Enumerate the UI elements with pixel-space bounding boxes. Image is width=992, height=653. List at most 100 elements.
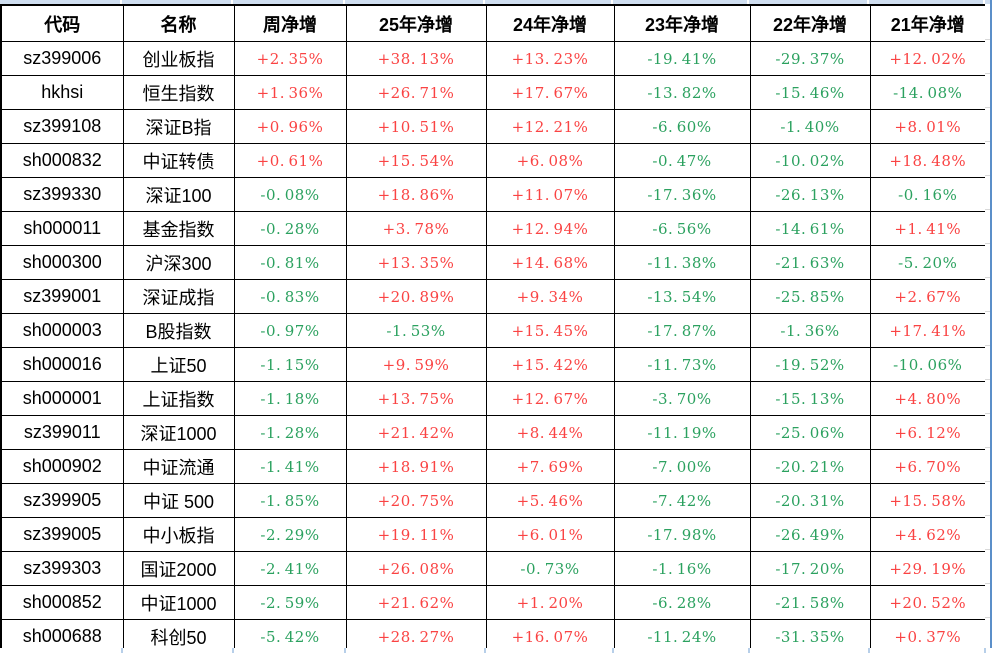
index-code-cell[interactable]: sh000688 <box>0 619 124 653</box>
change-2022-cell[interactable]: -14. 61% <box>749 211 871 246</box>
col-header-week[interactable]: 周净增 <box>233 4 347 42</box>
index-name-cell[interactable]: 中证流通 <box>122 449 235 484</box>
week-change-cell[interactable]: -1. 15% <box>233 347 347 382</box>
index-code-cell[interactable]: sh000902 <box>0 449 124 484</box>
index-code-cell[interactable]: hkhsi <box>0 75 124 110</box>
index-name-cell[interactable]: 恒生指数 <box>122 75 235 110</box>
week-change-cell[interactable]: +1. 36% <box>233 75 347 110</box>
index-name-cell[interactable]: 中证1000 <box>122 585 235 620</box>
change-2023-cell[interactable]: -17. 87% <box>613 313 751 348</box>
index-code-cell[interactable]: sz399011 <box>0 415 124 450</box>
change-2024-cell[interactable]: +11. 07% <box>485 177 615 212</box>
change-2021-cell[interactable]: +15. 58% <box>869 483 987 518</box>
change-2023-cell[interactable]: -13. 82% <box>613 75 751 110</box>
index-name-cell[interactable]: 基金指数 <box>122 211 235 246</box>
week-change-cell[interactable]: -1. 85% <box>233 483 347 518</box>
change-2025-cell[interactable]: +38. 13% <box>345 41 487 76</box>
change-2022-cell[interactable]: -20. 21% <box>749 449 871 484</box>
change-2022-cell[interactable]: -21. 63% <box>749 245 871 280</box>
change-2025-cell[interactable]: +20. 89% <box>345 279 487 314</box>
change-2025-cell[interactable]: +3. 78% <box>345 211 487 246</box>
change-2022-cell[interactable]: -19. 52% <box>749 347 871 382</box>
change-2023-cell[interactable]: -19. 41% <box>613 41 751 76</box>
change-2022-cell[interactable]: -17. 20% <box>749 551 871 586</box>
change-2023-cell[interactable]: -1. 16% <box>613 551 751 586</box>
change-2023-cell[interactable]: -6. 56% <box>613 211 751 246</box>
index-code-cell[interactable]: sz399330 <box>0 177 124 212</box>
change-2021-cell[interactable]: +6. 12% <box>869 415 987 450</box>
index-code-cell[interactable]: sz399905 <box>0 483 124 518</box>
index-name-cell[interactable]: 中小板指 <box>122 517 235 552</box>
index-name-cell[interactable]: 创业板指 <box>122 41 235 76</box>
col-header-2021[interactable]: 21年净增 <box>869 4 987 42</box>
change-2021-cell[interactable]: +12. 02% <box>869 41 987 76</box>
index-name-cell[interactable]: 科创50 <box>122 619 235 653</box>
change-2022-cell[interactable]: -1. 36% <box>749 313 871 348</box>
change-2025-cell[interactable]: +18. 91% <box>345 449 487 484</box>
index-name-cell[interactable]: B股指数 <box>122 313 235 348</box>
change-2025-cell[interactable]: +15. 54% <box>345 143 487 178</box>
change-2022-cell[interactable]: -31. 35% <box>749 619 871 653</box>
change-2022-cell[interactable]: -15. 13% <box>749 381 871 416</box>
change-2025-cell[interactable]: +19. 11% <box>345 517 487 552</box>
col-header-2025[interactable]: 25年净增 <box>345 4 487 42</box>
change-2022-cell[interactable]: -20. 31% <box>749 483 871 518</box>
week-change-cell[interactable]: +2. 35% <box>233 41 347 76</box>
change-2021-cell[interactable]: -14. 08% <box>869 75 987 110</box>
change-2024-cell[interactable]: +12. 67% <box>485 381 615 416</box>
index-code-cell[interactable]: sh000016 <box>0 347 124 382</box>
change-2024-cell[interactable]: +12. 94% <box>485 211 615 246</box>
change-2024-cell[interactable]: +13. 23% <box>485 41 615 76</box>
change-2025-cell[interactable]: +28. 27% <box>345 619 487 653</box>
change-2022-cell[interactable]: -26. 49% <box>749 517 871 552</box>
change-2023-cell[interactable]: -11. 19% <box>613 415 751 450</box>
week-change-cell[interactable]: -1. 28% <box>233 415 347 450</box>
index-code-cell[interactable]: sh000003 <box>0 313 124 348</box>
change-2022-cell[interactable]: -10. 02% <box>749 143 871 178</box>
week-change-cell[interactable]: -2. 29% <box>233 517 347 552</box>
index-code-cell[interactable]: sh000832 <box>0 143 124 178</box>
change-2025-cell[interactable]: -1. 53% <box>345 313 487 348</box>
index-code-cell[interactable]: sz399006 <box>0 41 124 76</box>
change-2023-cell[interactable]: -11. 24% <box>613 619 751 653</box>
index-name-cell[interactable]: 中证转债 <box>122 143 235 178</box>
change-2024-cell[interactable]: +15. 42% <box>485 347 615 382</box>
col-header-2022[interactable]: 22年净增 <box>749 4 871 42</box>
week-change-cell[interactable]: -2. 59% <box>233 585 347 620</box>
change-2023-cell[interactable]: -13. 54% <box>613 279 751 314</box>
change-2024-cell[interactable]: +16. 07% <box>485 619 615 653</box>
change-2025-cell[interactable]: +18. 86% <box>345 177 487 212</box>
change-2024-cell[interactable]: +6. 08% <box>485 143 615 178</box>
index-code-cell[interactable]: sz399005 <box>0 517 124 552</box>
index-name-cell[interactable]: 上证50 <box>122 347 235 382</box>
change-2022-cell[interactable]: -25. 06% <box>749 415 871 450</box>
week-change-cell[interactable]: -0. 83% <box>233 279 347 314</box>
change-2024-cell[interactable]: +5. 46% <box>485 483 615 518</box>
change-2021-cell[interactable]: -10. 06% <box>869 347 987 382</box>
index-name-cell[interactable]: 沪深300 <box>122 245 235 280</box>
change-2025-cell[interactable]: +21. 62% <box>345 585 487 620</box>
index-name-cell[interactable]: 深证100 <box>122 177 235 212</box>
change-2023-cell[interactable]: -0. 47% <box>613 143 751 178</box>
change-2025-cell[interactable]: +26. 71% <box>345 75 487 110</box>
change-2022-cell[interactable]: -29. 37% <box>749 41 871 76</box>
index-code-cell[interactable]: sz399303 <box>0 551 124 586</box>
change-2021-cell[interactable]: +2. 67% <box>869 279 987 314</box>
change-2025-cell[interactable]: +13. 75% <box>345 381 487 416</box>
change-2023-cell[interactable]: -17. 36% <box>613 177 751 212</box>
change-2021-cell[interactable]: -5. 20% <box>869 245 987 280</box>
week-change-cell[interactable]: -0. 81% <box>233 245 347 280</box>
index-code-cell[interactable]: sh000011 <box>0 211 124 246</box>
change-2023-cell[interactable]: -7. 42% <box>613 483 751 518</box>
index-name-cell[interactable]: 深证成指 <box>122 279 235 314</box>
change-2021-cell[interactable]: +8. 01% <box>869 109 987 144</box>
week-change-cell[interactable]: -0. 28% <box>233 211 347 246</box>
change-2022-cell[interactable]: -21. 58% <box>749 585 871 620</box>
index-code-cell[interactable]: sz399108 <box>0 109 124 144</box>
week-change-cell[interactable]: +0. 61% <box>233 143 347 178</box>
change-2025-cell[interactable]: +26. 08% <box>345 551 487 586</box>
change-2024-cell[interactable]: -0. 73% <box>485 551 615 586</box>
change-2021-cell[interactable]: +17. 41% <box>869 313 987 348</box>
change-2021-cell[interactable]: -0. 16% <box>869 177 987 212</box>
index-code-cell[interactable]: sz399001 <box>0 279 124 314</box>
